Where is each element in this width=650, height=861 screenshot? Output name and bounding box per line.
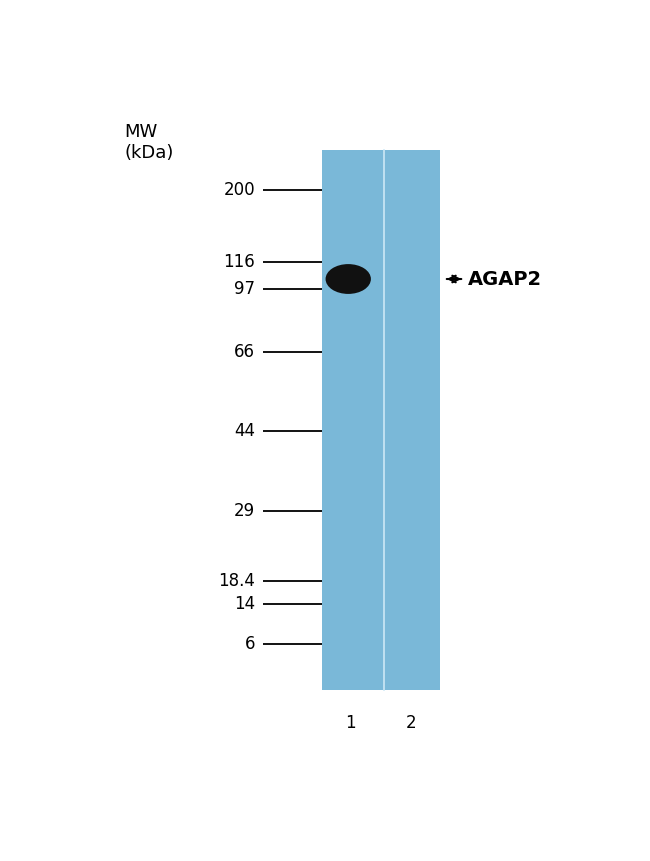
- Bar: [322, 150, 440, 690]
- Ellipse shape: [326, 264, 371, 294]
- Text: 66: 66: [234, 343, 255, 361]
- Text: MW
(kDa): MW (kDa): [124, 123, 174, 162]
- Text: 44: 44: [234, 423, 255, 441]
- Text: 2: 2: [406, 714, 417, 732]
- Text: 1: 1: [345, 714, 356, 732]
- Text: 6: 6: [244, 635, 255, 653]
- Text: 116: 116: [224, 253, 255, 271]
- Text: 200: 200: [224, 181, 255, 199]
- Text: AGAP2: AGAP2: [468, 269, 542, 288]
- Text: 14: 14: [234, 595, 255, 613]
- Text: 97: 97: [234, 280, 255, 298]
- Text: 18.4: 18.4: [218, 572, 255, 590]
- Text: 29: 29: [234, 502, 255, 520]
